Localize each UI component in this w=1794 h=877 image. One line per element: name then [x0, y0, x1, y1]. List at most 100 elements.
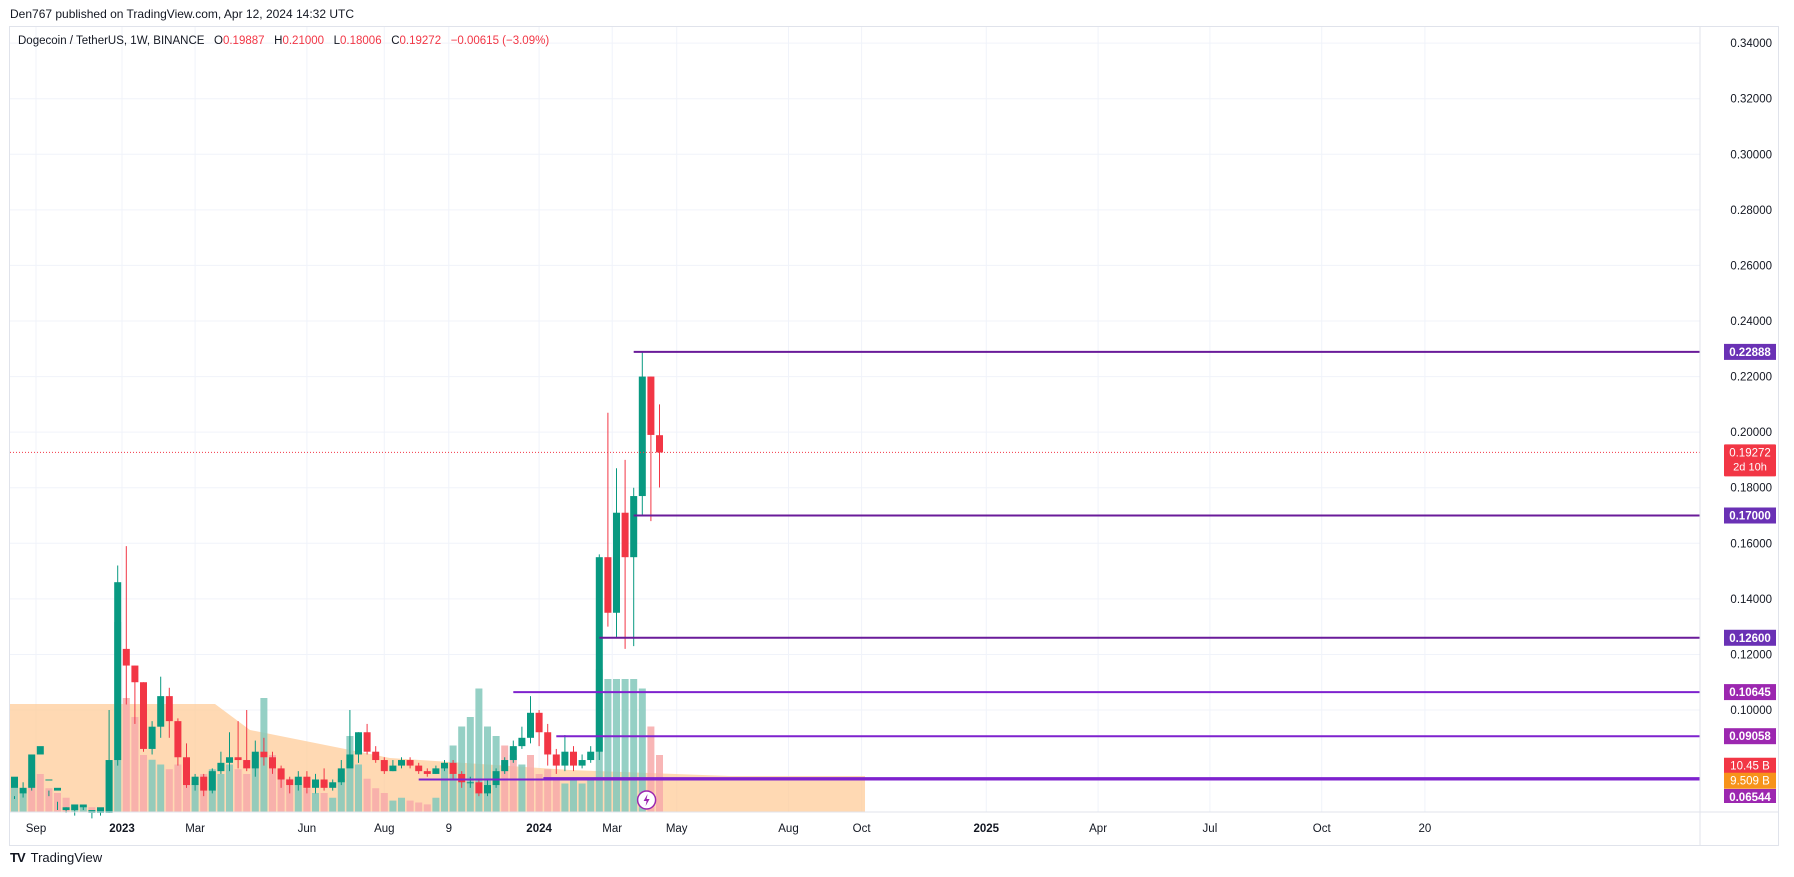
candle-body — [415, 765, 423, 772]
candle-body — [140, 682, 147, 749]
x-tick-label: 2023 — [109, 823, 135, 835]
tradingview-logo-text[interactable]: TradingView — [30, 850, 103, 865]
x-tick-label: Oct — [1313, 823, 1332, 835]
level-tag — [1724, 507, 1776, 524]
candle-body — [647, 376, 655, 435]
volume-bar — [363, 778, 371, 812]
volume-tag — [1724, 772, 1776, 789]
legend-open-label: O — [214, 35, 223, 47]
candle-body — [208, 771, 216, 791]
volume-bar — [466, 717, 474, 812]
y-tick-label: 0.10000 — [1730, 705, 1772, 717]
candle-body — [406, 760, 414, 766]
candle-body — [372, 751, 380, 761]
y-tick-label: 0.28000 — [1730, 205, 1772, 217]
candle-body — [191, 776, 199, 786]
candle-body — [88, 810, 96, 813]
legend-close: 0.19272 — [399, 35, 442, 47]
x-tick-label: Oct — [853, 823, 872, 835]
volume-bar — [398, 797, 405, 812]
y-tick-label: 0.26000 — [1730, 260, 1772, 272]
candle-body — [613, 512, 620, 613]
partial-level-tag — [1724, 788, 1776, 803]
candle-body — [389, 765, 397, 772]
volume-bar — [604, 679, 612, 812]
candle-body — [243, 760, 251, 769]
y-tick-label: 0.34000 — [1730, 38, 1772, 50]
level-label: 0.17000 — [1729, 511, 1771, 523]
x-tick-label: Aug — [374, 823, 394, 835]
legend-symbol[interactable]: Dogecoin / TetherUS, 1W, BINANCE — [18, 35, 205, 47]
candle-body — [329, 782, 337, 788]
x-tick-label: Mar — [185, 823, 205, 835]
volume-bar — [484, 726, 491, 812]
y-tick-label: 0.18000 — [1730, 483, 1772, 495]
level-label: 0.12600 — [1729, 633, 1771, 645]
volume-bar — [165, 769, 173, 812]
candle-body — [131, 665, 139, 683]
volume-bar — [269, 755, 276, 812]
current-price-label: 0.19272 — [1729, 447, 1771, 459]
candle-body — [28, 754, 36, 788]
volume-bar — [157, 764, 165, 812]
volume-bar — [303, 788, 311, 812]
candle-body — [122, 648, 130, 666]
candle-body — [286, 779, 294, 786]
level-tag — [1724, 728, 1776, 745]
volume-bar — [286, 778, 294, 812]
candle-body — [45, 779, 53, 781]
candle-body — [294, 776, 302, 786]
volume-bar — [441, 764, 448, 812]
candle-body — [260, 751, 268, 758]
candle-body — [518, 737, 526, 747]
candle-body — [183, 757, 190, 786]
candle-body — [484, 785, 491, 794]
candle-body — [527, 712, 534, 738]
volume-bar — [527, 755, 534, 812]
volume-bar — [578, 783, 586, 812]
volume-bar — [389, 800, 397, 812]
candle-body — [11, 776, 18, 788]
y-tick-label: 0.22000 — [1730, 372, 1772, 384]
legend-open: 0.19887 — [222, 35, 265, 47]
y-tick-label: 0.32000 — [1730, 94, 1772, 106]
legend-low: 0.18006 — [340, 35, 382, 47]
y-tick-label: 0.16000 — [1730, 538, 1772, 550]
candle-body — [475, 782, 483, 794]
volume-bar — [355, 764, 362, 812]
volume-bar — [647, 726, 655, 812]
volume-bar — [294, 783, 302, 812]
volume-bar — [122, 698, 130, 812]
candle-body — [71, 804, 79, 811]
tradingview-logo-icon[interactable]: TV — [10, 850, 26, 865]
volume-bar — [380, 793, 388, 812]
volume-label: 10.45 B — [1730, 761, 1770, 773]
volume-bar — [28, 778, 36, 812]
publisher-line: Den767 published on TradingView.com, Apr… — [10, 7, 355, 21]
candle-body — [363, 732, 371, 752]
volume-bar — [131, 717, 139, 812]
x-tick-label: Jul — [1203, 823, 1218, 835]
grid-layer — [10, 27, 1700, 812]
candle-body — [380, 760, 388, 772]
level-layer: 0.19272 2d 10h 0.22888 0.17000 0.12600 0.1064… — [10, 343, 1776, 810]
candle-body — [398, 760, 405, 766]
candle-body — [656, 435, 663, 453]
candle-body — [449, 762, 457, 774]
volume-bar — [372, 788, 380, 812]
volume-bar — [329, 797, 337, 812]
volume-bar — [432, 797, 440, 812]
y-tick-label: 0.20000 — [1730, 427, 1772, 439]
level-label: 0.22888 — [1729, 347, 1771, 359]
volume-bar — [320, 793, 328, 812]
volume-bar — [406, 800, 414, 812]
volume-bar — [613, 679, 620, 812]
x-tick-label: 2024 — [526, 823, 552, 835]
volume-bar — [174, 764, 182, 812]
candle-body — [535, 712, 543, 733]
x-tick-label: 9 — [446, 823, 452, 835]
candle-body — [62, 807, 70, 811]
volume-bar — [140, 755, 147, 812]
level-tag — [1724, 684, 1776, 701]
